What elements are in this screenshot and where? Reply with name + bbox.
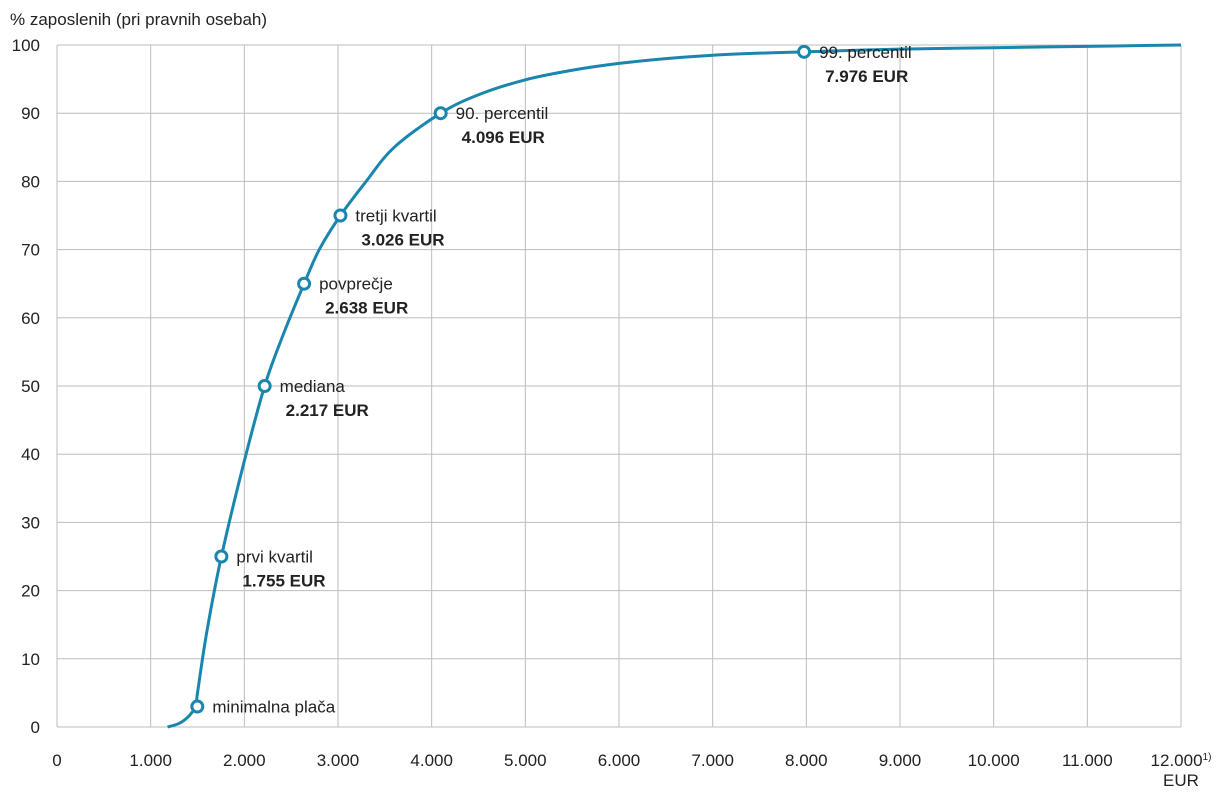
- x-tick-label: 5.000: [504, 751, 547, 770]
- x-tick-label: 9.000: [879, 751, 922, 770]
- annotation-label: 99. percentil: [819, 43, 912, 62]
- x-tick-labels: 0 1.000 2.000 3.000 4.000 5.000 6.000 7.000 8.00…: [52, 751, 1211, 770]
- grid: [56, 44, 1182, 728]
- x-tick-label: 0: [52, 751, 61, 770]
- x-tick-label: 8.000: [785, 751, 828, 770]
- x-tick-label: 2.000: [223, 751, 266, 770]
- y-tick-label: 100: [12, 36, 40, 55]
- x-tick-label: 1.000: [129, 751, 172, 770]
- y-tick-labels: 0 10 20 30 40 50 60 70 80 90 100: [12, 36, 40, 737]
- annotation-label: mediana: [280, 377, 346, 396]
- y-tick-label: 50: [21, 377, 40, 396]
- percentile-annotations: minimalna plača prvi kvartil 1.755 EUR medi…: [212, 43, 911, 717]
- x-tick-label: 10.000: [968, 751, 1020, 770]
- annotation-value: 2.217 EUR: [286, 401, 369, 420]
- annotation-value: 3.026 EUR: [361, 231, 444, 250]
- x-tick-label: 6.000: [598, 751, 641, 770]
- percentile-marker: [433, 106, 448, 121]
- percentile-marker: [214, 549, 229, 564]
- annotation-value: 2.638 EUR: [325, 299, 408, 318]
- percentile-marker: [333, 208, 348, 223]
- y-tick-label: 0: [31, 718, 40, 737]
- annotation-label: 90. percentil: [456, 104, 549, 123]
- x-tick-footnote: 1): [1203, 752, 1212, 763]
- percentile-marker: [797, 44, 812, 59]
- annotation-value: 4.096 EUR: [462, 128, 545, 147]
- percentile-marker: [257, 379, 272, 393]
- x-axis-title: EUR: [1163, 771, 1199, 790]
- y-tick-label: 70: [21, 241, 40, 260]
- x-tick-label: 7.000: [691, 751, 734, 770]
- x-tick-label: 3.000: [317, 751, 360, 770]
- annotation-label: prvi kvartil: [236, 548, 313, 567]
- y-tick-label: 40: [21, 445, 40, 464]
- y-tick-label: 60: [21, 309, 40, 328]
- y-tick-label: 10: [21, 650, 40, 669]
- x-tick-label: 11.000: [1062, 751, 1113, 770]
- x-tick-label: 12.0001): [1151, 751, 1212, 770]
- percentile-marker: [297, 276, 312, 291]
- x-tick-label: 4.000: [410, 751, 453, 770]
- annotation-value: 7.976 EUR: [825, 67, 908, 86]
- percentile-marker: [190, 699, 205, 714]
- y-axis-title: % zaposlenih (pri pravnih osebah): [10, 10, 267, 29]
- y-tick-label: 90: [21, 104, 40, 123]
- percentile-markers: [190, 44, 812, 714]
- annotation-label: tretji kvartil: [355, 207, 436, 226]
- y-tick-label: 80: [21, 172, 40, 191]
- y-tick-label: 30: [21, 513, 40, 532]
- annotation-value: 1.755 EUR: [242, 572, 325, 591]
- y-tick-label: 20: [21, 582, 40, 601]
- annotation-label: minimalna plača: [212, 698, 335, 717]
- annotation-label: povprečje: [319, 275, 393, 294]
